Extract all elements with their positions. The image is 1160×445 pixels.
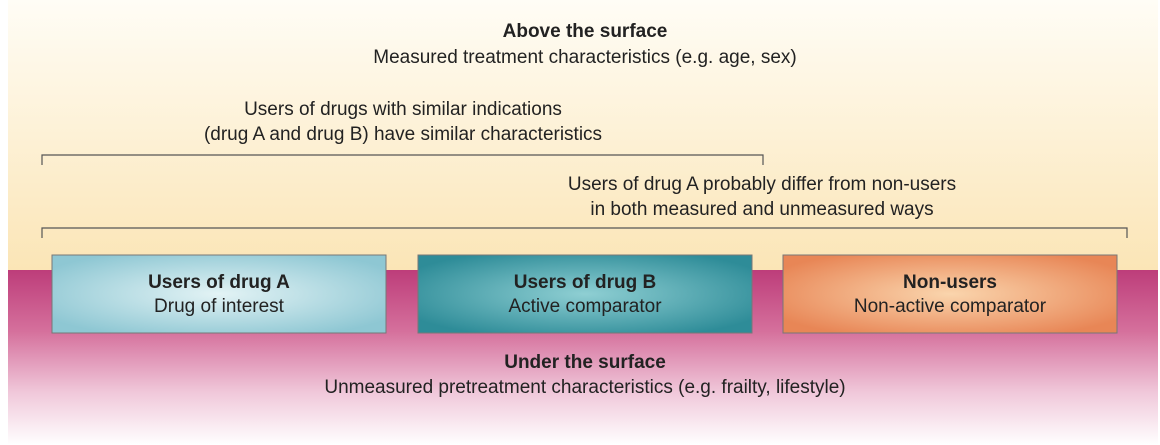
group-subtitle: Drug of interest [154,296,285,317]
bracket [41,227,1128,238]
bottom-title: Under the surface [504,352,666,373]
bracket-text: (drug A and drug B) have similar charact… [204,124,602,145]
group-subtitle: Non-active comparator [854,296,1047,317]
group-box [782,254,1118,334]
top-subtitle: Measured treatment characteristics (e.g.… [373,47,796,68]
group-title: Users of drug A [148,272,290,293]
top-title: Above the surface [503,21,668,42]
bracket [41,154,764,165]
bottom-subtitle: Unmeasured pretreatment characteristics … [324,377,845,398]
group-title: Users of drug B [514,272,657,293]
group-box [51,254,387,334]
bracket-text: Users of drug A probably differ from non… [568,174,956,195]
above-surface [8,0,1158,270]
group-box [417,254,753,334]
group-title: Non-users [903,272,997,293]
bracket-text: Users of drugs with similar indications [244,99,562,120]
bracket-text: in both measured and unmeasured ways [590,199,933,220]
group-subtitle: Active comparator [508,296,662,317]
